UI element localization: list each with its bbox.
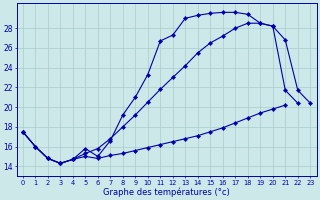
X-axis label: Graphe des températures (°c): Graphe des températures (°c)	[103, 187, 230, 197]
